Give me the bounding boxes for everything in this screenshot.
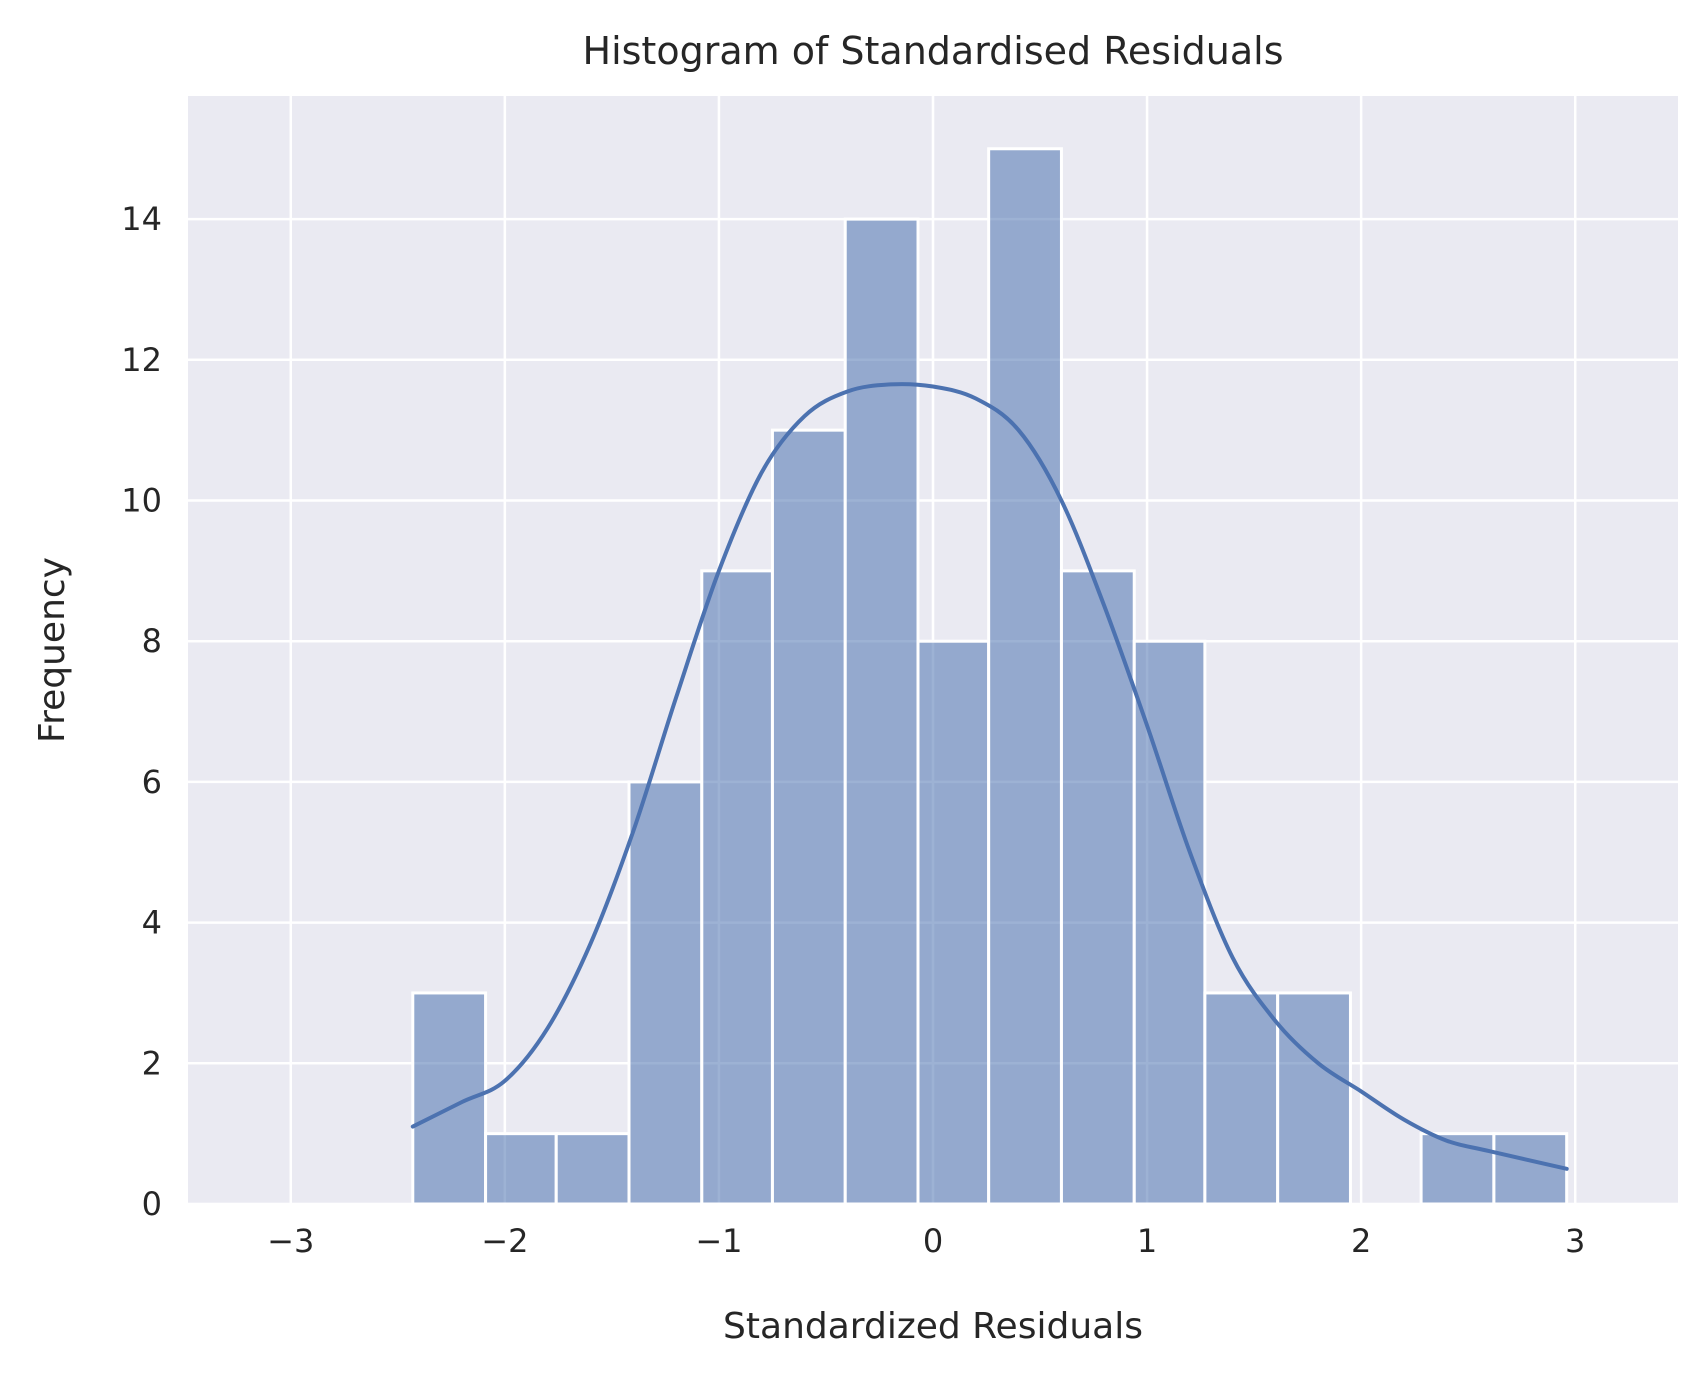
y-tick-label: 14 [121,200,162,238]
x-tick-label: −1 [695,1222,742,1260]
histogram-bar [916,639,991,1206]
y-tick-label: 0 [142,1185,162,1223]
x-tick-label: 0 [923,1222,943,1260]
histogram-bar [987,147,1063,1206]
x-tick-label: 2 [1351,1222,1371,1260]
y-tick-label: 8 [142,622,162,660]
histogram-bar [700,569,774,1206]
x-tick-label: 3 [1565,1222,1585,1260]
histogram-bar [843,217,920,1206]
x-axis-ticks: −3 −2 −1 0 1 2 3 [267,1222,1585,1260]
y-tick-label: 2 [142,1044,162,1082]
y-tick-label: 12 [121,341,162,379]
x-axis-label: Standardized Residuals [723,1306,1143,1347]
y-axis-label: Frequency [32,557,73,743]
histogram-bar [770,428,847,1206]
chart-title: Histogram of Standardised Residuals [583,29,1284,73]
histogram-bar [1059,569,1136,1206]
histogram-bar [627,780,704,1206]
histogram-bars [411,147,1569,1206]
histogram-bar [554,1132,631,1206]
x-tick-label: −2 [481,1222,528,1260]
x-tick-label: −3 [267,1222,314,1260]
histogram-bar [1132,639,1207,1206]
y-tick-label: 10 [121,482,162,520]
histogram-bar [1203,991,1280,1206]
x-tick-label: 1 [1137,1222,1157,1260]
histogram-bar [484,1132,558,1206]
y-axis-ticks: 0 2 4 6 8 10 12 14 [121,200,162,1223]
histogram-bar [1492,1132,1569,1206]
histogram-bar [1276,991,1352,1206]
y-tick-label: 6 [142,763,162,801]
kde-curve [410,382,1569,1171]
y-tick-label: 4 [142,904,162,942]
